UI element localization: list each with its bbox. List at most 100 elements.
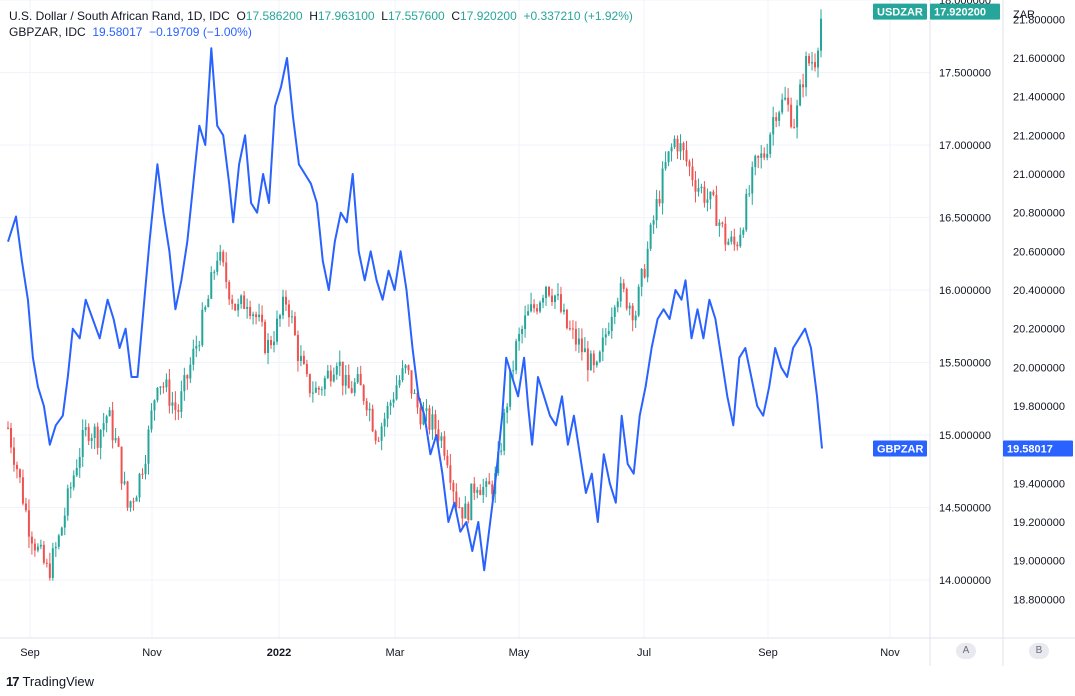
legend-row-main: U.S. Dollar / South African Rand, 1D, ID… xyxy=(9,8,633,24)
candle-body xyxy=(473,483,476,493)
left-tick-label: 17.000000 xyxy=(939,140,991,152)
usdzar-badge-value: 17.920200 xyxy=(934,7,986,19)
candle-body xyxy=(24,503,27,511)
time-tick-label: Mar xyxy=(386,647,405,659)
candle-body xyxy=(290,316,293,318)
candle-body xyxy=(793,126,796,128)
candle-body xyxy=(270,339,273,346)
time-tick-label: 2022 xyxy=(267,647,291,659)
candle-body xyxy=(643,268,646,278)
candle-body xyxy=(434,414,437,430)
candle-body xyxy=(9,428,12,448)
right-tick-label: 19.000000 xyxy=(1013,556,1065,568)
candle-body xyxy=(592,353,595,366)
badge-layer: USDZAR 17.920200 GBPZAR 19.58017 xyxy=(873,3,1073,457)
candle-body xyxy=(500,450,503,452)
candle-body xyxy=(54,546,57,549)
candle-body xyxy=(249,306,252,317)
right-scale-button[interactable]: B xyxy=(1029,643,1049,659)
candle-body xyxy=(512,370,515,372)
gbpzar-badge-label-bg xyxy=(873,440,927,457)
candle-body xyxy=(33,543,36,551)
candle-body xyxy=(287,304,290,318)
right-tick-label: 21.200000 xyxy=(1013,130,1065,142)
candle-body xyxy=(482,486,485,495)
candle-body xyxy=(610,316,613,332)
candle-body xyxy=(751,167,754,194)
candle-body xyxy=(195,345,198,349)
candle-body xyxy=(87,427,90,441)
legend-compare-value: 19.58017 xyxy=(92,25,143,39)
candle-body xyxy=(817,50,820,68)
left-tick-label: 17.500000 xyxy=(939,68,991,80)
legend-compare-change: −0.19709 (−1.00%) xyxy=(149,25,252,39)
candle-body xyxy=(580,338,583,353)
candle-body xyxy=(515,341,518,371)
candle-body xyxy=(96,426,99,448)
candle-body xyxy=(150,410,153,430)
candle-body xyxy=(799,84,802,106)
candle-body xyxy=(820,18,823,51)
candle-body xyxy=(359,373,362,386)
left-scale-button[interactable]: A xyxy=(956,643,976,659)
candle-body xyxy=(601,337,604,352)
candle-body xyxy=(129,501,132,508)
candle-body xyxy=(673,138,676,148)
candle-body xyxy=(491,484,494,494)
candle-body xyxy=(338,361,341,366)
candle-body xyxy=(177,409,180,412)
candle-body xyxy=(377,440,380,442)
candle-body xyxy=(664,162,667,169)
candle-body xyxy=(772,117,775,135)
candle-body xyxy=(329,370,332,382)
candle-body xyxy=(228,282,231,300)
candle-body xyxy=(658,199,661,204)
candle-body xyxy=(805,56,808,88)
candle-body xyxy=(162,386,165,388)
candle-body xyxy=(425,408,428,411)
legend-h-label: H xyxy=(309,9,318,23)
candle-body xyxy=(341,361,344,386)
candle-body xyxy=(763,153,766,158)
candle-body xyxy=(347,374,350,389)
right-axis-unit: ZAR xyxy=(1013,9,1035,21)
candle-body xyxy=(395,385,398,400)
right-tick-label: 21.600000 xyxy=(1013,53,1065,65)
candle-body xyxy=(539,302,542,312)
candle-body xyxy=(63,515,66,528)
candle-body xyxy=(530,304,533,312)
candle-body xyxy=(75,467,78,476)
candle-body xyxy=(467,503,470,521)
candle-body xyxy=(697,188,700,192)
candle-body xyxy=(314,387,317,393)
candle-body xyxy=(661,168,664,204)
legend-compare-title: GBPZAR, IDC xyxy=(9,25,86,39)
candle-body xyxy=(616,301,619,308)
legend-row-compare: GBPZAR, IDC 19.58017 −0.19709 (−1.00%) xyxy=(9,24,633,40)
candle-body xyxy=(123,481,126,484)
candle-body xyxy=(769,134,772,154)
candle-body xyxy=(428,408,431,430)
candle-body xyxy=(760,153,763,158)
candle-body xyxy=(485,481,488,487)
candle-body xyxy=(401,368,404,380)
candle-body xyxy=(646,248,649,278)
candle-body xyxy=(72,475,75,488)
gbpzar-line xyxy=(7,47,823,572)
candle-body xyxy=(216,260,219,272)
candle-body xyxy=(398,379,401,386)
candle-body xyxy=(637,286,640,316)
candle-body xyxy=(365,401,368,411)
candle-body xyxy=(559,294,562,312)
time-tick-label: Jul xyxy=(637,647,651,659)
candle-body xyxy=(458,507,461,509)
left-tick-label: 16.000000 xyxy=(939,285,991,297)
right-tick-label: 20.400000 xyxy=(1013,285,1065,297)
candle-body xyxy=(688,161,691,167)
candle-body xyxy=(536,308,539,312)
candle-body xyxy=(252,314,255,317)
tradingview-brand[interactable]: 17 TradingView xyxy=(6,674,94,689)
candle-body xyxy=(754,155,757,168)
candle-body xyxy=(39,544,42,547)
